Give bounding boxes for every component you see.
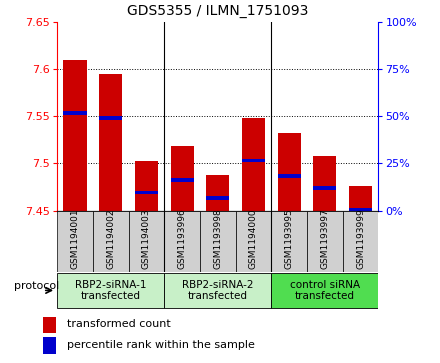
FancyBboxPatch shape [236, 211, 271, 272]
Bar [63, 60, 87, 211]
FancyBboxPatch shape [271, 211, 307, 272]
Bar [206, 196, 229, 200]
Text: GSM1193996: GSM1193996 [178, 208, 187, 269]
Text: protocol: protocol [14, 281, 59, 291]
Bar [43, 337, 56, 354]
Text: control siRNA
transfected: control siRNA transfected [290, 280, 360, 301]
Bar [313, 156, 337, 211]
FancyBboxPatch shape [307, 211, 343, 272]
Text: GSM1194000: GSM1194000 [249, 208, 258, 269]
FancyBboxPatch shape [57, 211, 93, 272]
Text: GSM1193998: GSM1193998 [213, 208, 222, 269]
FancyBboxPatch shape [57, 273, 164, 308]
Bar [171, 179, 194, 182]
Bar [99, 116, 122, 120]
Bar [278, 174, 301, 178]
Text: transformed count: transformed count [67, 319, 171, 329]
FancyBboxPatch shape [164, 273, 271, 308]
FancyBboxPatch shape [93, 211, 128, 272]
Text: GSM1193995: GSM1193995 [285, 208, 293, 269]
Bar [242, 118, 265, 211]
Text: GSM1193997: GSM1193997 [320, 208, 330, 269]
Text: RBP2-siRNA-1
transfected: RBP2-siRNA-1 transfected [75, 280, 147, 301]
FancyBboxPatch shape [128, 211, 164, 272]
Text: GSM1194001: GSM1194001 [70, 208, 80, 269]
Bar [43, 317, 56, 333]
FancyBboxPatch shape [164, 211, 200, 272]
Bar [171, 146, 194, 211]
Title: GDS5355 / ILMN_1751093: GDS5355 / ILMN_1751093 [127, 4, 308, 18]
FancyBboxPatch shape [343, 211, 378, 272]
Bar [349, 186, 372, 211]
Bar [135, 191, 158, 195]
Text: percentile rank within the sample: percentile rank within the sample [67, 340, 255, 350]
Bar [135, 162, 158, 211]
Bar [313, 186, 337, 190]
Bar [63, 111, 87, 115]
FancyBboxPatch shape [200, 211, 236, 272]
Bar [99, 74, 122, 211]
Bar [206, 175, 229, 211]
Text: GSM1194003: GSM1194003 [142, 208, 151, 269]
Bar [349, 208, 372, 212]
FancyBboxPatch shape [271, 273, 378, 308]
Bar [242, 159, 265, 162]
Bar [278, 133, 301, 211]
Text: RBP2-siRNA-2
transfected: RBP2-siRNA-2 transfected [182, 280, 253, 301]
Text: GSM1194002: GSM1194002 [106, 208, 115, 269]
Text: GSM1193999: GSM1193999 [356, 208, 365, 269]
